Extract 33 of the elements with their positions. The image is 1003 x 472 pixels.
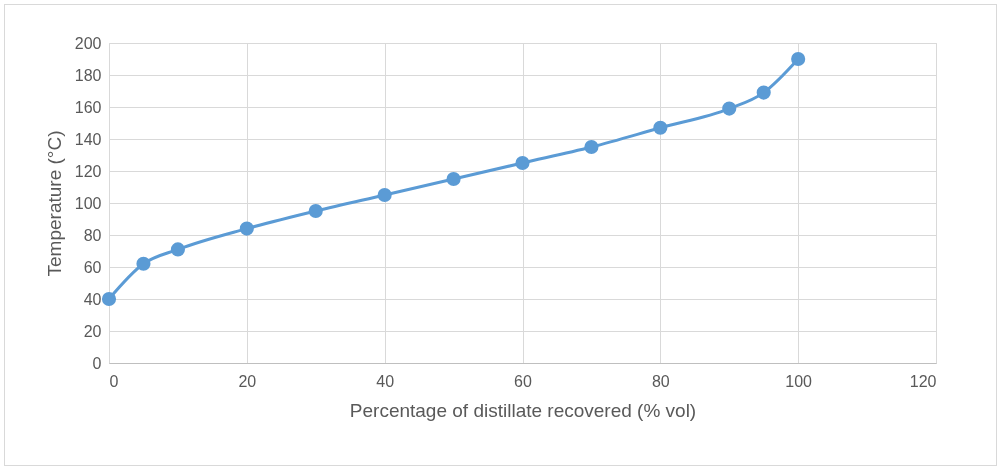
y-tick-label: 200 (74, 34, 102, 52)
point (515, 155, 530, 171)
y-axis-title: Temperature (°C) (43, 130, 65, 277)
y-tick-label: 100 (74, 194, 102, 212)
point (653, 120, 668, 135)
y-tick-label: 180 (74, 66, 102, 84)
point (722, 101, 737, 116)
y-tick-label: 60 (83, 258, 102, 276)
x-axis-title: Percentage of distillate recovered (% vol) (349, 399, 697, 421)
point (446, 171, 461, 187)
point (377, 187, 392, 203)
y-tick-label: 40 (83, 290, 102, 308)
y-tick-label: 120 (74, 162, 102, 180)
x-tick-label: 0 (109, 372, 119, 390)
point (239, 221, 254, 236)
y-tick-label: 0 (92, 354, 102, 372)
x-tick-label: 80 (651, 372, 670, 390)
point (308, 203, 323, 219)
x-tick-label: 20 (238, 372, 257, 390)
y-tick-label: 140 (74, 130, 102, 148)
x-tick-label: 100 (785, 372, 813, 390)
x-tick-label: 40 (376, 372, 395, 390)
y-tick-label: 80 (83, 226, 102, 244)
point (170, 242, 185, 257)
point (756, 85, 771, 100)
point (101, 291, 117, 307)
x-tick-label: 60 (514, 372, 532, 390)
x-tick-label: 120 (909, 372, 937, 390)
point (136, 256, 151, 271)
y-tick-label: 160 (74, 98, 102, 116)
point (584, 139, 599, 155)
point (791, 51, 806, 67)
y-tick-label: 20 (83, 322, 102, 340)
